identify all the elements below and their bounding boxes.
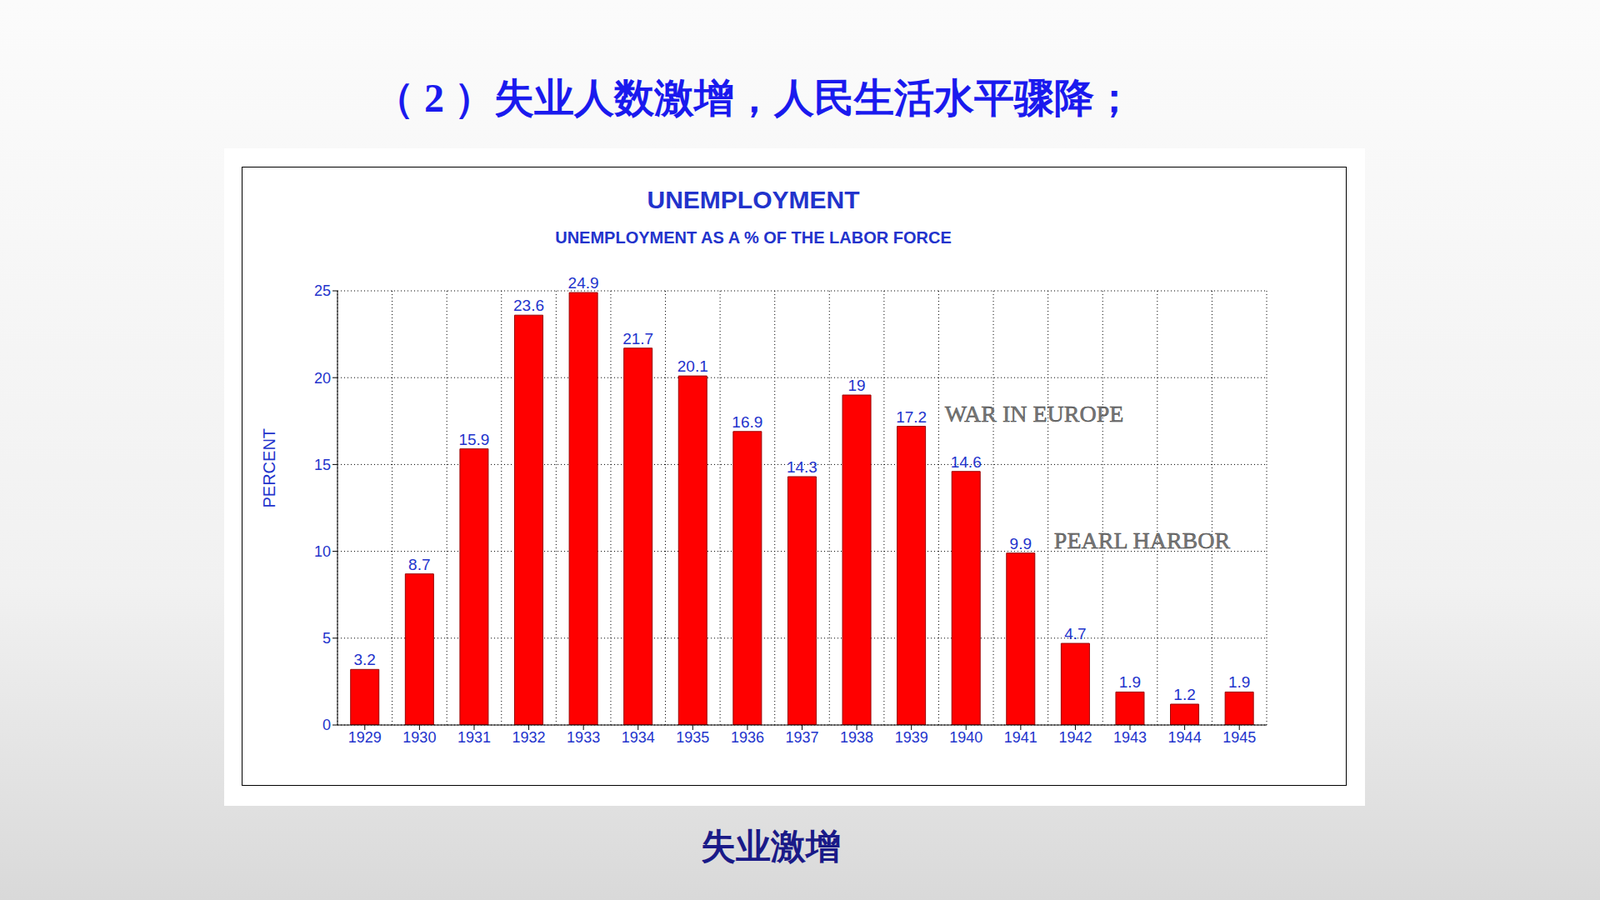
svg-text:15: 15 bbox=[314, 456, 331, 474]
html-text:UNEMPLOYMENT AS A % OF THE LAB: UNEMPLOYMENT AS A % OF THE LABOR FORCE bbox=[555, 228, 952, 247]
svg-text:1934: 1934 bbox=[621, 729, 655, 746]
svg-text:16.9: 16.9 bbox=[731, 413, 763, 431]
svg-text:WAR IN EUROPE: WAR IN EUROPE bbox=[945, 400, 1125, 427]
svg-text:19: 19 bbox=[847, 376, 865, 395]
html-text:UNEMPLOYMENT: UNEMPLOYMENT bbox=[647, 185, 860, 214]
html-text:（ 2 ）失业人数激增，人民生活水平骤降；: （ 2 ）失业人数激增，人民生活水平骤降； bbox=[374, 75, 1135, 120]
svg-text:20.1: 20.1 bbox=[677, 357, 709, 375]
svg-text:1937: 1937 bbox=[785, 729, 819, 746]
svg-text:1932: 1932 bbox=[512, 729, 546, 746]
svg-text:24.9: 24.9 bbox=[568, 274, 600, 292]
svg-text:1940: 1940 bbox=[949, 729, 983, 746]
svg-text:1944: 1944 bbox=[1168, 729, 1202, 746]
svg-text:1941: 1941 bbox=[1004, 729, 1038, 746]
svg-text:1931: 1931 bbox=[457, 729, 491, 746]
svg-text:17.2: 17.2 bbox=[895, 408, 927, 426]
svg-text:1943: 1943 bbox=[1113, 729, 1147, 746]
svg-text:10: 10 bbox=[314, 543, 331, 560]
svg-text:21.7: 21.7 bbox=[622, 330, 654, 348]
svg-text:1.9: 1.9 bbox=[1228, 673, 1250, 691]
svg-text:1942: 1942 bbox=[1058, 729, 1092, 746]
svg-text:9.9: 9.9 bbox=[1010, 535, 1032, 553]
svg-text:1945: 1945 bbox=[1222, 729, 1256, 746]
svg-text:1938: 1938 bbox=[840, 729, 874, 746]
svg-text:1930: 1930 bbox=[402, 729, 436, 746]
svg-text:1939: 1939 bbox=[895, 729, 929, 746]
svg-text:3.2: 3.2 bbox=[354, 650, 376, 669]
svg-text:0: 0 bbox=[322, 716, 331, 734]
svg-text:14.3: 14.3 bbox=[786, 458, 818, 476]
svg-text:1935: 1935 bbox=[675, 729, 710, 746]
svg-text:23.6: 23.6 bbox=[513, 296, 545, 315]
svg-text:PERCENT: PERCENT bbox=[260, 428, 279, 509]
svg-text:1929: 1929 bbox=[348, 729, 382, 746]
svg-text:14.6: 14.6 bbox=[950, 453, 982, 471]
svg-text:20: 20 bbox=[314, 370, 331, 387]
svg-text:25: 25 bbox=[314, 282, 331, 300]
svg-text:1.9: 1.9 bbox=[1119, 673, 1141, 691]
html-text:失业激增: 失业激增 bbox=[700, 827, 841, 866]
svg-text:1.2: 1.2 bbox=[1173, 685, 1195, 704]
svg-text:1936: 1936 bbox=[730, 729, 765, 746]
svg-text:4.7: 4.7 bbox=[1064, 625, 1086, 643]
svg-text:PEARL HARBOR: PEARL HARBOR bbox=[1054, 527, 1231, 554]
svg-text:8.7: 8.7 bbox=[408, 555, 430, 574]
svg-text:15.9: 15.9 bbox=[458, 430, 490, 449]
svg-text:1933: 1933 bbox=[566, 729, 600, 746]
svg-text:5: 5 bbox=[322, 630, 331, 647]
